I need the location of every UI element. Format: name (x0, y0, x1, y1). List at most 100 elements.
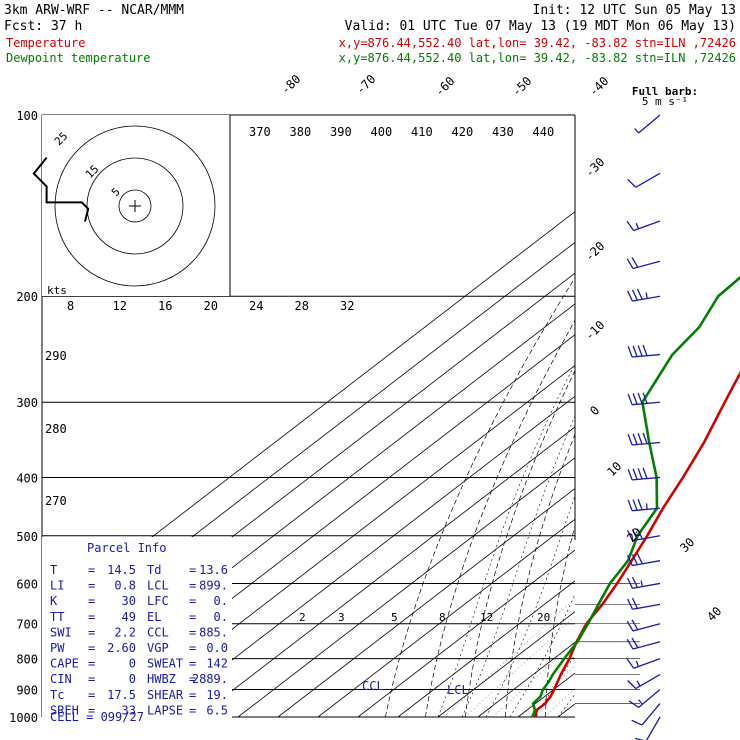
wind-barb-full (626, 658, 635, 669)
parcel-param-name: LAPSE (147, 703, 183, 717)
parcel-param-value: 49 (122, 610, 136, 624)
wind-barb-full (626, 577, 634, 589)
pressure-tick-label: 800 (16, 653, 38, 667)
wind-barb (626, 553, 661, 567)
wind-barb-full (631, 619, 639, 631)
wind-barb-full (626, 638, 634, 650)
parcel-param-value: 33 (122, 703, 136, 717)
wind-barb-half (636, 680, 641, 687)
parcel-info-row: Tc = 17.5 SHEAR = 19. (50, 688, 228, 702)
wind-barb-half (638, 699, 643, 705)
wind-barb-full (628, 700, 639, 708)
parcel-info-background (42, 537, 232, 727)
wind-barb-full (626, 598, 634, 610)
parcel-param-value: 885. (199, 625, 228, 639)
wind-barb-full (627, 178, 637, 188)
pressure-tick-label: 700 (16, 618, 38, 632)
barb-legend-units: 5 m s⁻¹ (642, 95, 688, 108)
wind-barbs (626, 114, 661, 740)
wind-barb (626, 288, 661, 302)
parcel-param-eq: = (88, 641, 95, 655)
wind-barb-full (637, 345, 643, 357)
isotherm (678, 115, 740, 717)
dewpoint-legend: Dewpoint temperature (6, 51, 151, 65)
wind-barb-full (627, 680, 637, 689)
parcel-param-eq: = (189, 703, 196, 717)
wind-barb-staff (635, 172, 661, 188)
theta-e-label: 400 (371, 125, 393, 139)
moist-adiabat (461, 415, 575, 717)
parcel-param-name: SWEAT (147, 657, 183, 671)
height-label: 8 (67, 299, 74, 313)
theta-e-label: 410 (411, 125, 433, 139)
parcel-param-value: 2889. (192, 672, 228, 686)
dewpoint-profile (531, 275, 740, 718)
pressure-tick-label: 900 (16, 683, 38, 697)
wind-barb-full (626, 554, 634, 566)
parcel-param-name: LFC (147, 594, 169, 608)
parcel-info-rows: T = 14.5 Td = 13.6LI = 0.8 LCL = 899.K = 30 LFC = 0.TT =… (50, 563, 228, 717)
wind-barb-full (642, 467, 648, 479)
temperature-profile (534, 370, 740, 718)
parcel-param-name: SHEAR (147, 688, 184, 702)
wind-barb-full (632, 345, 638, 357)
wind-barb-full (627, 393, 633, 405)
pressure-tick-label: 400 (16, 471, 38, 485)
parcel-param-eq: = (88, 672, 95, 686)
wind-barb-full (631, 719, 643, 726)
parcel-info-row: K = 30 LFC = 0. (50, 594, 228, 608)
parcel-param-value: 2.2 (114, 625, 136, 639)
isotherm-label-top: -70 (353, 72, 378, 97)
isotherm (357, 549, 575, 717)
wind-barb-full (631, 637, 639, 649)
parcel-info-box: Parcel Info T = 14.5 Td = 13.6LI = 0.8 LCL = 899.K… (42, 537, 232, 727)
wind-barb (627, 432, 661, 446)
wind-barb (628, 688, 661, 708)
wind-barb-staff (635, 673, 661, 690)
forecast-hour: Fcst: 37 h (4, 19, 82, 34)
dry-adiabat (734, 115, 740, 717)
dry-adiabat (662, 115, 740, 717)
height-label: 28 (295, 299, 309, 313)
wind-barb-half (645, 292, 648, 299)
wind-barb (626, 637, 661, 650)
height-label: 20 (204, 299, 218, 313)
parcel-param-eq: = (88, 688, 95, 702)
isotherm (317, 518, 575, 717)
wind-barb-full (642, 432, 648, 444)
wind-barb (627, 467, 661, 481)
parcel-param-eq: = (189, 657, 196, 671)
parcel-param-eq: = (189, 579, 196, 593)
wind-barb (627, 673, 661, 690)
parcel-param-name: EL (147, 610, 161, 624)
wind-barb-full (637, 468, 643, 480)
mixing-ratio-label: 12 (480, 611, 493, 624)
wind-barb-full (637, 392, 643, 405)
isotherm (437, 611, 575, 717)
dewpoint-location: x,y=876.44,552.40 lat,lon= 39.42, -83.82… (339, 51, 736, 65)
dry-adiabat (425, 319, 575, 717)
dry-adiabat (465, 369, 575, 717)
wind-barb-full (632, 393, 638, 405)
height-label: 24 (249, 299, 263, 313)
moist-adiabat (582, 296, 740, 717)
wind-barb (627, 172, 661, 188)
moist-adiabat (533, 654, 575, 717)
dry-adiabat-label: 270 (45, 494, 67, 508)
parcel-param-name: PW (50, 641, 65, 655)
theta-e-label: 430 (492, 125, 514, 139)
mixing-ratio-label: 5 (391, 611, 398, 624)
parcel-param-eq: = (189, 563, 196, 577)
dry-adiabat-label: 290 (45, 349, 67, 363)
hodograph-trace (32, 156, 90, 222)
temperature-legend: Temperature (6, 36, 85, 50)
parcel-param-value: 142 (206, 657, 228, 671)
isotherm-label-top: -80 (278, 72, 303, 97)
parcel-param-name: LI (50, 579, 64, 593)
mixing-ratio-label: 3 (338, 611, 345, 624)
parcel-param-name: CCL (147, 625, 169, 639)
parcel-param-value: 17.5 (107, 688, 136, 702)
isotherm (117, 364, 575, 717)
parcel-info-row: CIN = 0 HWBZ =2889. (50, 672, 228, 686)
parcel-param-name: SWI (50, 625, 72, 639)
